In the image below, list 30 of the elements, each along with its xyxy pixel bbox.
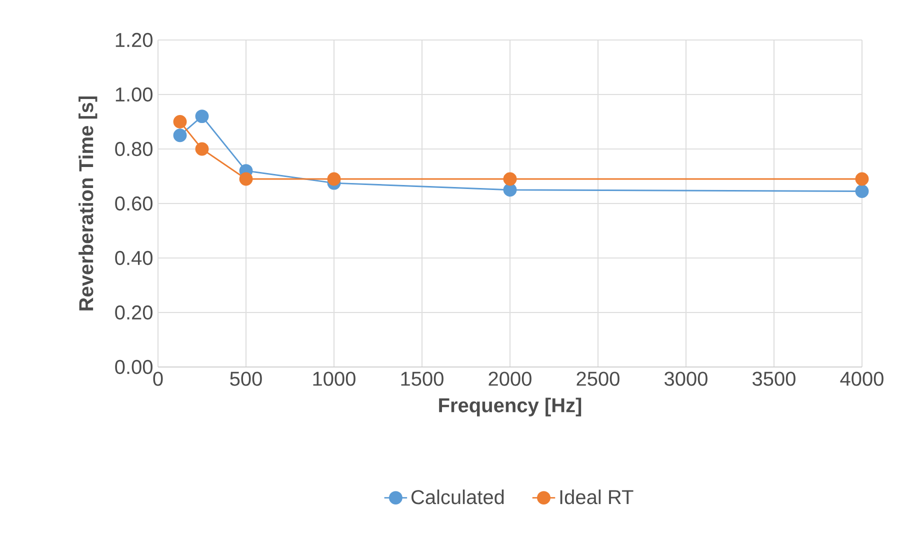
x-tick-label: 1500 [401, 372, 444, 386]
point [855, 172, 869, 186]
point [855, 184, 869, 198]
y-tick-label: 0.80 [115, 142, 152, 156]
point [327, 172, 341, 186]
y-tick-label: 0.00 [115, 360, 152, 374]
point [173, 128, 187, 142]
x-axis-title: Frequency [Hz] [439, 398, 582, 416]
point [503, 183, 517, 197]
point [239, 172, 253, 186]
y-tick-label: 1.20 [116, 32, 152, 48]
y-tick-label: 0.60 [115, 196, 152, 211]
point [173, 115, 187, 128]
x-tick-label: 500 [230, 372, 262, 386]
x-tick-label: 2500 [576, 372, 620, 386]
legend-label: Calculated [411, 490, 504, 504]
x-tick-label: 2000 [488, 372, 532, 386]
x-tick-label: 3000 [664, 372, 708, 386]
y-tick-label: 0.40 [115, 250, 152, 266]
x-tick-label: 1000 [313, 372, 356, 386]
point [195, 142, 209, 156]
x-tick-label: 3500 [752, 372, 796, 386]
point [195, 110, 209, 124]
point [503, 172, 517, 186]
y-tick-label: 1.00 [116, 87, 152, 102]
x-tick-label: 0 [153, 372, 163, 386]
x-tick-label: 4000 [840, 372, 884, 386]
y-tick-label: 0.20 [115, 305, 152, 320]
legend-label: Ideal RT [560, 490, 634, 504]
y-axis-title: Reverberation Time [s] [78, 96, 98, 310]
